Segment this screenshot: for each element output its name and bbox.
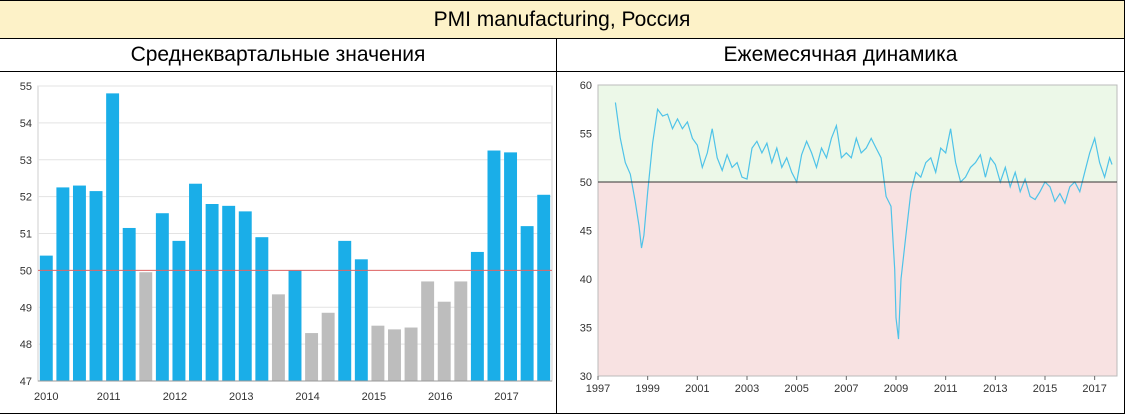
x-tick-label: 2001 xyxy=(685,383,709,395)
right-border xyxy=(1124,0,1125,414)
bar xyxy=(421,281,435,381)
bar xyxy=(155,213,169,381)
x-tick-label: 2011 xyxy=(97,391,121,403)
y-tick-label: 53 xyxy=(20,155,32,167)
bar xyxy=(321,312,335,381)
bar xyxy=(122,227,136,381)
zone-expansion xyxy=(598,85,1117,182)
bar xyxy=(437,301,451,381)
bar xyxy=(238,211,252,381)
bar xyxy=(338,240,352,381)
y-tick-label: 55 xyxy=(20,81,32,93)
x-tick-label: 2016 xyxy=(428,391,452,403)
panel-divider xyxy=(556,38,557,414)
bar xyxy=(504,152,518,381)
bar xyxy=(255,237,269,381)
bar xyxy=(89,191,103,381)
bar xyxy=(172,240,186,381)
right-panel-title: Ежемесячная динамика xyxy=(557,38,1124,72)
zone-contraction xyxy=(598,182,1117,376)
page-title: PMI manufacturing, Россия xyxy=(0,0,1124,39)
bar xyxy=(305,333,319,381)
bar xyxy=(487,150,501,381)
bar xyxy=(520,226,534,381)
left-panel-title: Среднеквартальные значения xyxy=(0,38,556,72)
x-tick-label: 2013 xyxy=(983,383,1007,395)
bar xyxy=(106,93,120,381)
y-tick-label: 50 xyxy=(580,177,592,189)
bar xyxy=(189,183,202,381)
bar xyxy=(222,205,236,381)
bar xyxy=(288,270,302,381)
x-tick-label: 2012 xyxy=(163,391,187,403)
y-tick-label: 50 xyxy=(20,265,32,277)
monthly-line-chart: 30 35 40 45 50 55 60 1997 1999 2001 2003 2005 2007 20… xyxy=(580,80,1118,395)
x-tick-label: 1999 xyxy=(635,383,659,395)
bar xyxy=(470,251,484,381)
bar xyxy=(537,194,551,381)
plot-border xyxy=(597,84,1118,377)
x-tick-label: 2017 xyxy=(494,391,518,403)
y-tick-label: 49 xyxy=(20,302,32,314)
x-tick-label: 2003 xyxy=(735,383,759,395)
y-tick-label: 35 xyxy=(580,323,592,335)
quarterly-bar-chart: 47 48 49 50 51 52 53 54 55 2010 2011 2012 2013 2014 20… xyxy=(20,81,553,403)
x-tick-label: 2011 xyxy=(934,383,958,395)
bar xyxy=(139,272,153,381)
y-tick-label: 52 xyxy=(20,192,32,204)
x-tick-label: 2010 xyxy=(34,391,58,403)
y-tick-label: 45 xyxy=(580,226,592,238)
x-tick-label: 1997 xyxy=(586,383,610,395)
y-tick-label: 51 xyxy=(20,229,32,241)
y-tick-label: 54 xyxy=(20,118,32,130)
x-tick-label: 2014 xyxy=(295,391,319,403)
bar xyxy=(72,185,86,381)
x-tick-label: 2013 xyxy=(229,391,253,403)
bar xyxy=(56,187,70,381)
y-tick-label: 30 xyxy=(580,371,592,383)
bar xyxy=(371,325,385,381)
x-tick-label: 2005 xyxy=(784,383,808,395)
y-tick-label: 48 xyxy=(20,339,32,351)
y-tick-label: 47 xyxy=(20,376,32,388)
bar xyxy=(404,327,418,381)
y-tick-label: 55 xyxy=(580,129,592,141)
bar xyxy=(39,255,53,381)
series-line xyxy=(614,102,1113,340)
bar xyxy=(388,329,401,381)
x-tick-label: 2007 xyxy=(834,383,858,395)
bar xyxy=(271,294,285,381)
y-tick-label: 60 xyxy=(580,80,592,92)
x-tick-label: 2017 xyxy=(1082,383,1106,395)
bar xyxy=(354,259,368,381)
bar xyxy=(205,204,219,381)
y-tick-label: 40 xyxy=(580,274,592,286)
x-tick-label: 2009 xyxy=(884,383,908,395)
x-tick-label: 2015 xyxy=(362,391,386,403)
x-tick-label: 2015 xyxy=(1033,383,1057,395)
bar xyxy=(454,281,468,381)
